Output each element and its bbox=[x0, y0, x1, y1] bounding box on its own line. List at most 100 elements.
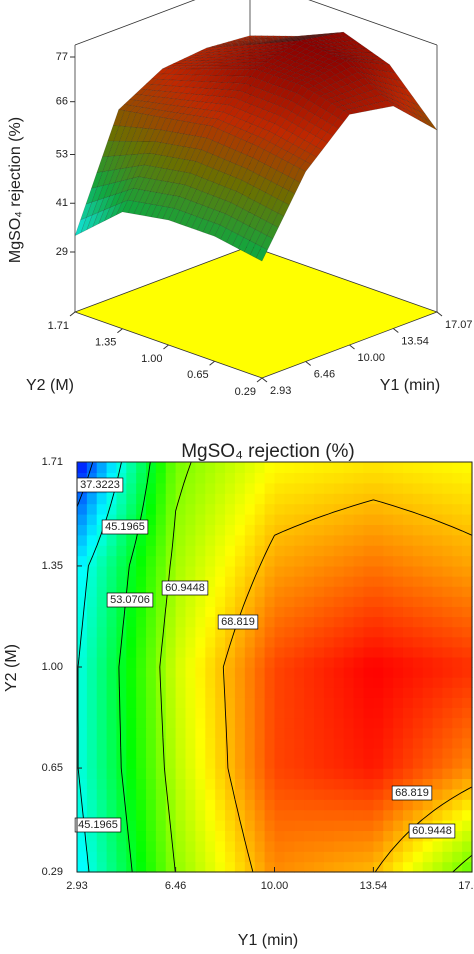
heat-cell bbox=[77, 596, 88, 607]
heat-cell bbox=[205, 586, 216, 597]
heat-cell bbox=[442, 596, 453, 607]
heat-cell bbox=[373, 503, 384, 515]
heat-cell bbox=[244, 545, 256, 557]
heat-cell bbox=[452, 717, 463, 729]
heat-cell bbox=[353, 503, 365, 515]
heat-cell bbox=[244, 697, 256, 709]
heat-cell bbox=[205, 482, 216, 494]
heat-cell bbox=[402, 851, 414, 863]
heat-cell bbox=[215, 768, 226, 780]
heat-cell bbox=[442, 646, 453, 658]
heat-cell bbox=[304, 586, 315, 597]
heat-cell bbox=[215, 757, 226, 769]
heat-cell bbox=[442, 656, 453, 668]
heat-cell bbox=[155, 565, 167, 577]
heat-cell bbox=[383, 737, 394, 749]
contour-line bbox=[222, 499, 473, 873]
heat-cell bbox=[353, 524, 365, 536]
heat-cell bbox=[215, 830, 226, 842]
heat-cell bbox=[165, 851, 177, 863]
heat-cell bbox=[116, 503, 127, 515]
heat-cell bbox=[323, 737, 335, 749]
heat-cell bbox=[146, 707, 157, 719]
heat-cell bbox=[86, 586, 98, 597]
heat-cell bbox=[175, 565, 187, 577]
heat-cell bbox=[422, 861, 434, 873]
heat-cell bbox=[86, 503, 98, 515]
heat-cell bbox=[215, 677, 226, 688]
x-tick-label: 17.07 bbox=[458, 880, 474, 892]
heat-cell bbox=[185, 677, 196, 688]
heat-cell bbox=[353, 462, 365, 473]
heat-cell bbox=[452, 809, 463, 821]
heat-cell bbox=[126, 667, 137, 678]
heat-cell bbox=[353, 555, 365, 567]
heat-cell bbox=[77, 809, 88, 821]
heat-cell bbox=[146, 646, 157, 658]
heat-cell bbox=[106, 646, 118, 658]
heat-cell bbox=[146, 667, 157, 678]
heat-cell bbox=[314, 616, 325, 628]
heat-cell bbox=[284, 493, 295, 505]
contour-label-text: 60.9448 bbox=[165, 582, 205, 594]
heat-cell bbox=[155, 768, 167, 780]
y-tick bbox=[69, 311, 76, 317]
heat-cell bbox=[432, 799, 444, 811]
heat-cell bbox=[304, 646, 315, 658]
heat-cell bbox=[402, 534, 414, 546]
heat-cell bbox=[284, 555, 295, 567]
heat-cell bbox=[323, 472, 335, 484]
heat-cell bbox=[393, 677, 404, 688]
heat-cell bbox=[333, 788, 345, 800]
heat-cell bbox=[136, 503, 147, 515]
heat-cell bbox=[146, 697, 157, 709]
heat-cell bbox=[432, 646, 444, 658]
heat-cell bbox=[294, 667, 305, 678]
heat-cell bbox=[373, 616, 384, 628]
heat-cell bbox=[333, 482, 345, 494]
heat-cell bbox=[432, 747, 444, 759]
heat-cell bbox=[284, 472, 295, 484]
heat-cell bbox=[294, 482, 305, 494]
heat-cell bbox=[215, 707, 226, 719]
heat-cell bbox=[195, 788, 206, 800]
heat-cell bbox=[363, 717, 374, 729]
heat-cell bbox=[146, 586, 157, 597]
heat-cell bbox=[314, 534, 325, 546]
heat-cell bbox=[274, 472, 285, 484]
heat-cell bbox=[185, 503, 196, 515]
heat-cell bbox=[452, 677, 463, 688]
heat-cell bbox=[333, 717, 345, 729]
heat-cell bbox=[116, 788, 127, 800]
heat-cell bbox=[294, 687, 305, 698]
heat-cell bbox=[323, 768, 335, 780]
heat-cell bbox=[442, 717, 453, 729]
heat-cell bbox=[86, 462, 98, 473]
heat-cell bbox=[264, 778, 276, 790]
heat-cell bbox=[383, 646, 394, 658]
heat-cell bbox=[86, 809, 98, 821]
heat-cell bbox=[136, 851, 147, 863]
heat-cell bbox=[96, 555, 108, 567]
heat-cell bbox=[205, 555, 216, 567]
heat-cell bbox=[136, 717, 147, 729]
heat-cell bbox=[185, 646, 196, 658]
heat-cell bbox=[452, 503, 463, 515]
heat-cell bbox=[442, 513, 453, 525]
heat-cell bbox=[234, 861, 246, 873]
heat-cell bbox=[422, 482, 434, 494]
heat-cell bbox=[462, 840, 473, 852]
heat-cell bbox=[185, 565, 196, 577]
heat-cell bbox=[165, 861, 177, 873]
heat-cell bbox=[234, 788, 246, 800]
heat-cell bbox=[314, 799, 325, 811]
heat-cell bbox=[165, 788, 177, 800]
heat-cell bbox=[442, 778, 453, 790]
heat-cell bbox=[136, 646, 147, 658]
heat-cell bbox=[215, 820, 226, 832]
heat-cell bbox=[402, 667, 414, 678]
heat-cell bbox=[462, 524, 473, 536]
heat-cell bbox=[343, 524, 355, 536]
heat-cell bbox=[185, 534, 196, 546]
